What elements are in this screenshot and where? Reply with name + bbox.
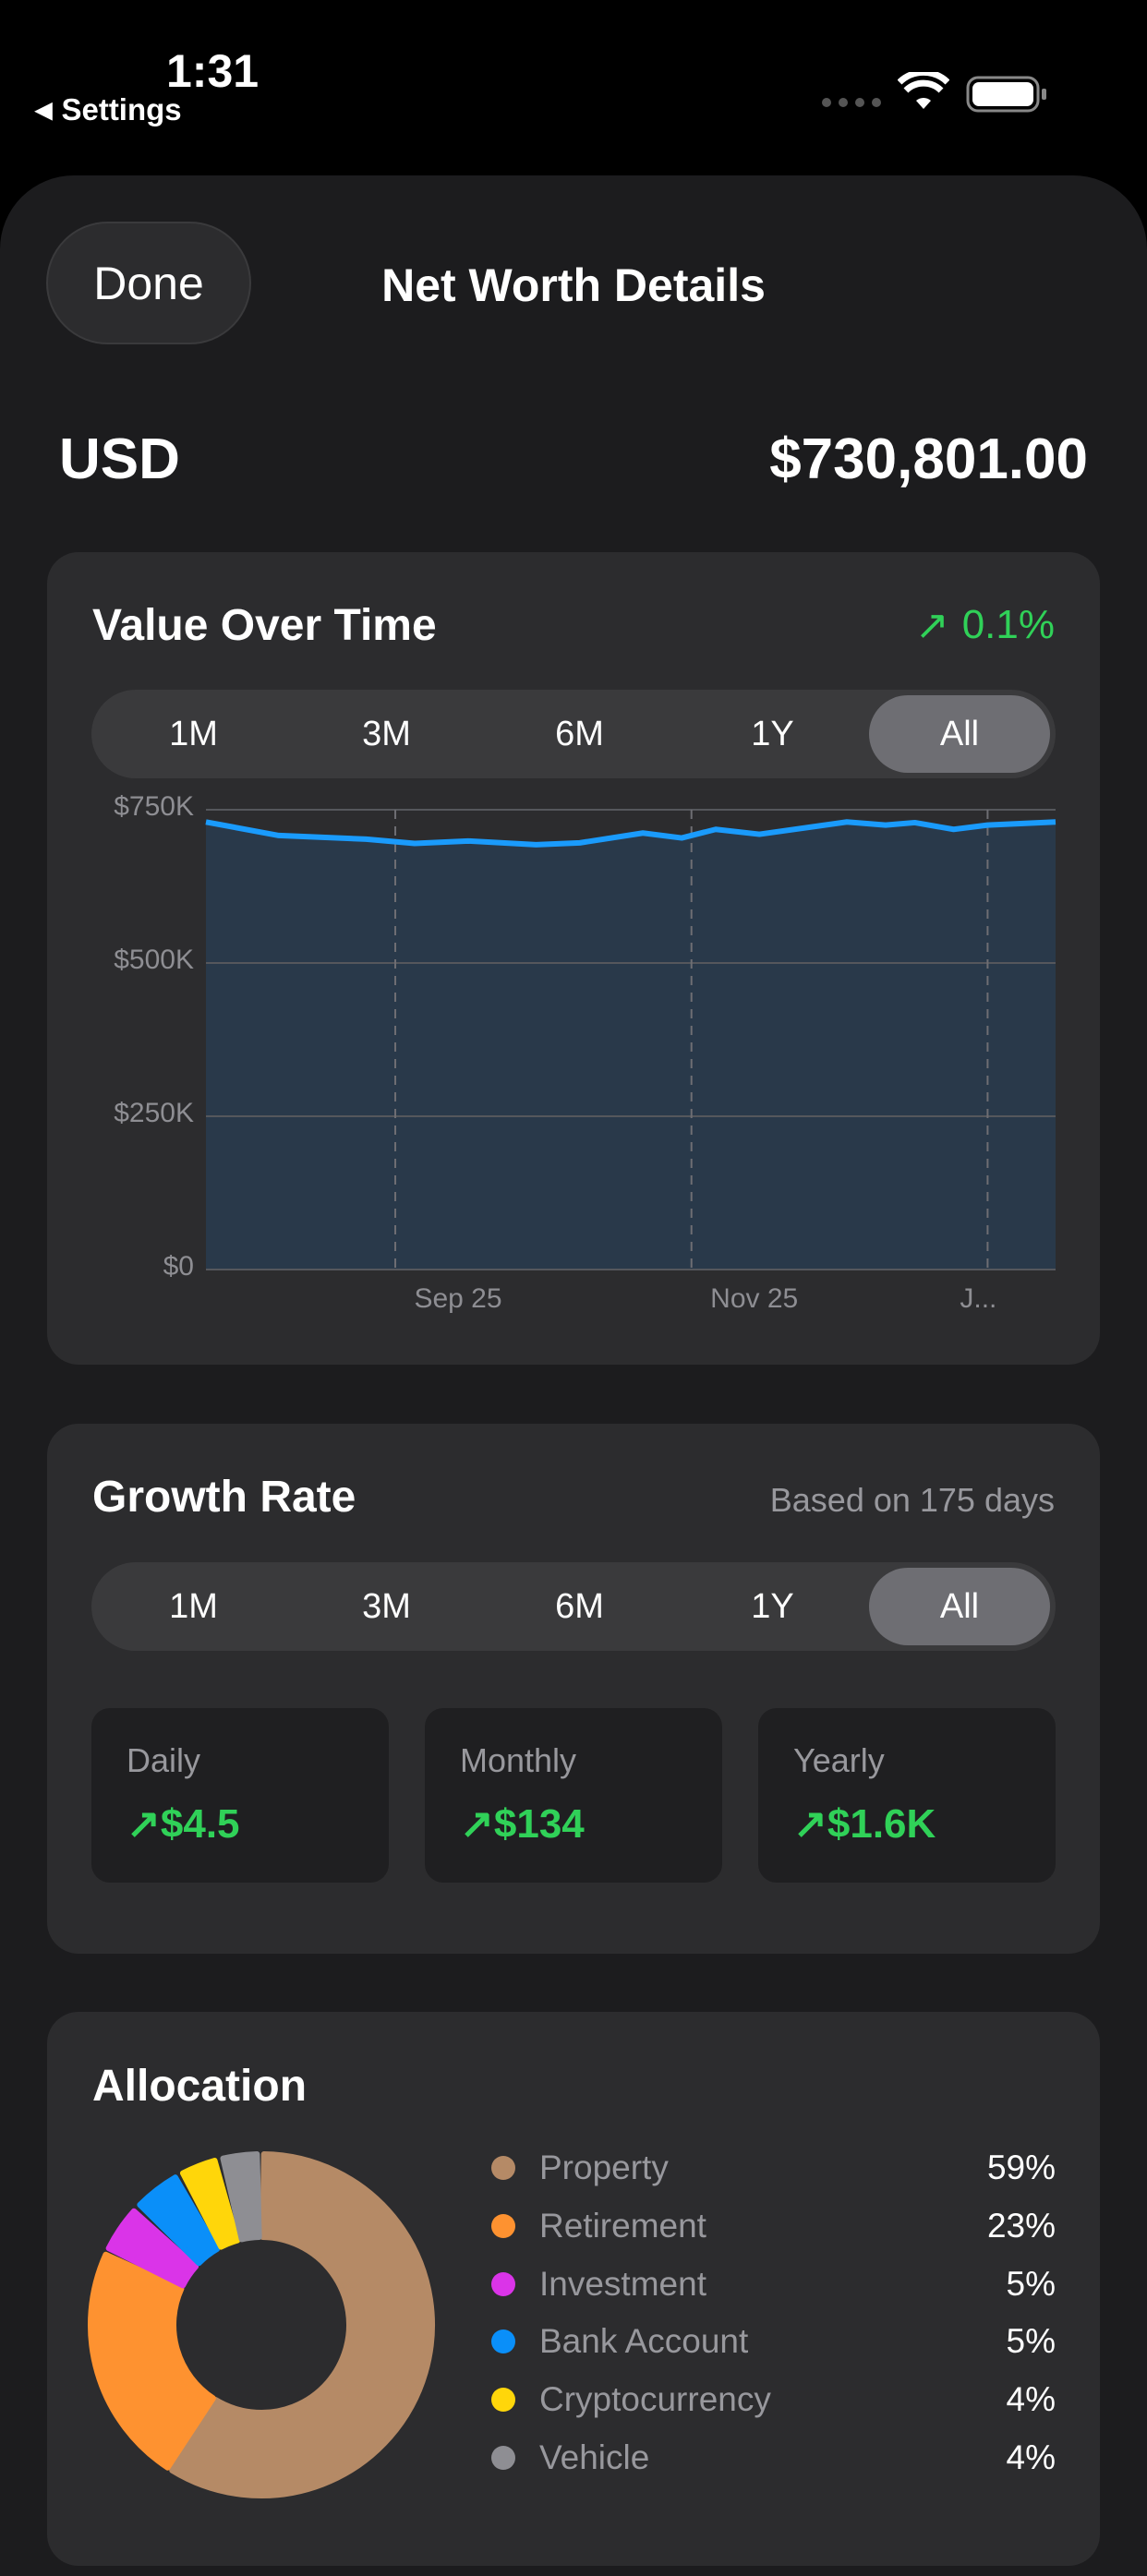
arrow-up-right-icon: ↗ [127, 1801, 161, 1847]
net-worth-total: $730,801.00 [769, 427, 1088, 491]
range-3m[interactable]: 3M [362, 715, 411, 753]
y-tick-label: $0 [163, 1251, 194, 1282]
growth-basis: Based on 175 days [769, 1481, 1055, 1519]
back-to-settings[interactable]: ◀ Settings [35, 92, 182, 127]
stat-monthly: Monthly ↗$134 [425, 1708, 722, 1883]
legend-item: Bank Account 5% [489, 2314, 1056, 2369]
legend-dot [491, 2156, 515, 2180]
legend-item: Vehicle 4% [489, 2430, 1056, 2486]
range-1y[interactable]: 1Y [751, 1587, 794, 1626]
legend-item: Retirement 23% [489, 2198, 1056, 2254]
legend-name: Investment [539, 2264, 706, 2303]
donut-slice-cryptocurrency [179, 2158, 241, 2250]
growth-range-selector: 1M 3M 6M 1Y All [91, 1562, 1056, 1651]
back-triangle-icon: ◀ [35, 97, 53, 123]
legend-pct: 5% [1006, 2322, 1056, 2361]
area-fill [206, 822, 1056, 1270]
x-tick-label: Nov 25 [710, 1283, 799, 1314]
donut-slice-retirement [88, 2251, 216, 2471]
allocation-donut [88, 2151, 435, 2498]
arrow-up-right-icon: ↗ [914, 603, 949, 648]
growth-rate-title: Growth Rate [92, 1473, 356, 1522]
legend-name: Vehicle [539, 2438, 650, 2476]
range-1m[interactable]: 1M [169, 1587, 218, 1626]
value-over-time-title: Value Over Time [92, 601, 437, 650]
legend-item: Investment 5% [489, 2257, 1056, 2312]
legend-name: Cryptocurrency [539, 2380, 771, 2419]
page-title: Net Worth Details [381, 259, 766, 311]
legend-name: Property [539, 2149, 669, 2186]
cellular-signal-icon [822, 98, 881, 107]
wifi-icon [898, 72, 949, 109]
value-range-selector: 1M 3M 6M 1Y All [91, 690, 1056, 778]
change-value: 0.1% [961, 602, 1055, 647]
legend-dot [491, 2271, 515, 2296]
stat-value: $134 [493, 1801, 585, 1847]
stat-label: Daily [127, 1741, 201, 1779]
y-tick-label: $500K [114, 945, 194, 975]
legend-pct: 4% [1006, 2438, 1056, 2476]
stat-label: Yearly [793, 1741, 885, 1779]
legend-dot [491, 2388, 515, 2413]
legend-item: Property 59% [489, 2140, 1056, 2196]
legend-dot [491, 2446, 515, 2470]
stat-value: $4.5 [160, 1801, 240, 1847]
range-6m[interactable]: 6M [555, 1587, 604, 1626]
currency-label: USD [59, 427, 180, 491]
legend-pct: 4% [1006, 2380, 1056, 2419]
range-all[interactable]: All [869, 695, 1050, 773]
legend-name: Retirement [539, 2206, 706, 2245]
stat-value: $1.6K [827, 1801, 936, 1847]
legend-dot [491, 2329, 515, 2354]
battery-icon [966, 76, 1046, 113]
range-3m[interactable]: 3M [362, 1587, 411, 1626]
legend-pct: 5% [1006, 2264, 1056, 2303]
arrow-up-right-icon: ↗ [460, 1801, 494, 1847]
range-6m[interactable]: 6M [555, 715, 604, 753]
x-tick-label: Sep 25 [414, 1283, 502, 1314]
x-tick-label: J... [960, 1283, 997, 1314]
arrow-up-right-icon: ↗ [793, 1801, 827, 1847]
back-label: Settings [61, 92, 182, 126]
allocation-title: Allocation [92, 2062, 308, 2111]
stat-daily: Daily ↗$4.5 [91, 1708, 389, 1883]
y-tick-label: $250K [114, 1098, 194, 1128]
legend-name: Bank Account [539, 2322, 749, 2361]
stat-label: Monthly [460, 1741, 577, 1779]
change-badge: ↗ 0.1% [915, 602, 1055, 649]
donut-slice-vehicle [220, 2151, 262, 2243]
done-button[interactable]: Done [46, 222, 251, 344]
range-all[interactable]: All [869, 1568, 1050, 1645]
status-time: 1:31 [166, 45, 260, 97]
value-chart [205, 809, 1056, 1270]
legend-item: Cryptocurrency 4% [489, 2372, 1056, 2427]
donut-slice-investment [105, 2208, 199, 2289]
range-1y[interactable]: 1Y [751, 715, 794, 753]
legend-pct: 23% [986, 2206, 1056, 2245]
y-tick-label: $750K [114, 791, 194, 822]
legend-dot [491, 2213, 515, 2238]
value-line [205, 819, 1056, 848]
range-1m[interactable]: 1M [169, 715, 218, 753]
donut-slice-bank-account [137, 2174, 221, 2267]
stat-yearly: Yearly ↗$1.6K [758, 1708, 1056, 1883]
legend-pct: 59% [986, 2149, 1056, 2186]
